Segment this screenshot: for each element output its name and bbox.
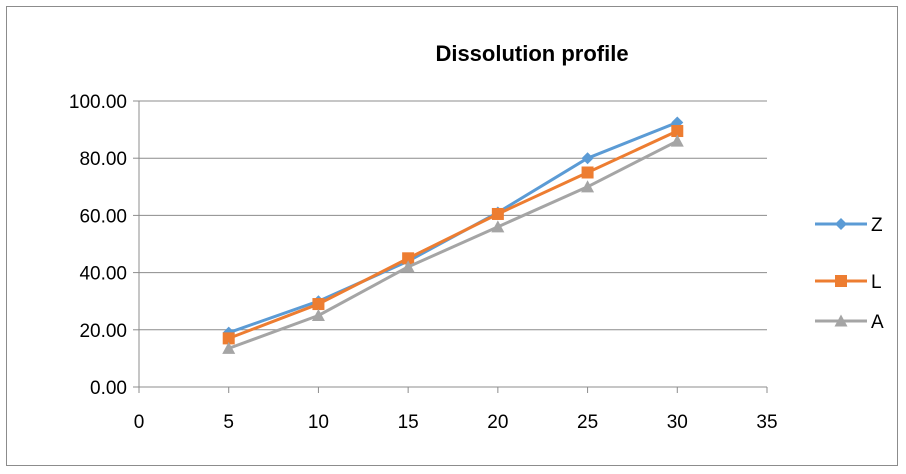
series-L bbox=[222, 125, 684, 345]
legend-entry-A: A bbox=[815, 312, 884, 333]
legend-entry-L: L bbox=[815, 272, 882, 293]
series-line-L bbox=[227, 129, 679, 340]
x-tick-label: 25 bbox=[577, 412, 598, 433]
y-tick-label: 80.00 bbox=[79, 149, 127, 170]
data-point-Z bbox=[581, 152, 594, 165]
chart-title: Dissolution profile bbox=[435, 41, 628, 66]
data-point-L bbox=[222, 332, 235, 345]
series-line-A bbox=[227, 139, 679, 350]
y-tick-label: 100.00 bbox=[69, 92, 127, 113]
x-tick-label: 10 bbox=[308, 412, 329, 433]
legend-marker-L bbox=[835, 275, 847, 287]
legend-entry-Z: Z bbox=[815, 215, 883, 236]
x-tick-label: 15 bbox=[398, 412, 419, 433]
data-point-L bbox=[402, 252, 415, 265]
y-tick-label: 40.00 bbox=[79, 264, 127, 285]
x-tick-label: 35 bbox=[756, 412, 777, 433]
data-point-A bbox=[581, 180, 595, 193]
x-tick-label: 5 bbox=[223, 412, 234, 433]
data-point-A bbox=[401, 260, 415, 273]
data-series bbox=[222, 116, 684, 354]
series-Z bbox=[222, 116, 684, 339]
series-line-Z bbox=[227, 120, 679, 335]
legend-marker-Z bbox=[835, 218, 847, 230]
axes: 0.00 20.00 40.00 60.00 80.00 100.00 0 5 10 15 20 25… bbox=[69, 92, 778, 433]
x-tick-label: 20 bbox=[487, 412, 508, 433]
data-point-A bbox=[491, 220, 505, 233]
y-tick-label: 60.00 bbox=[79, 206, 127, 227]
legend-marker-A bbox=[834, 314, 848, 327]
chart-svg: Dissolution profile 0.00 20.00 40.00 60.00 8… bbox=[69, 41, 884, 433]
x-tick-label: 0 bbox=[134, 412, 145, 433]
gridlines bbox=[139, 100, 767, 388]
y-tick-label: 20.00 bbox=[79, 321, 127, 342]
data-point-L bbox=[671, 125, 684, 138]
chart-area: Dissolution profile 0.00 20.00 40.00 60.00 8… bbox=[6, 6, 898, 466]
y-tick-label: 0.00 bbox=[90, 378, 127, 399]
legend-label-A: A bbox=[871, 312, 884, 333]
data-point-A bbox=[222, 341, 236, 354]
legend: Z LA bbox=[815, 215, 884, 333]
data-point-L bbox=[312, 298, 325, 311]
legend-label-L: L bbox=[871, 272, 882, 293]
data-point-L bbox=[491, 207, 504, 220]
data-point-A bbox=[670, 134, 684, 147]
x-tick-label: 30 bbox=[667, 412, 688, 433]
data-point-A bbox=[311, 309, 325, 322]
legend-label-Z: Z bbox=[871, 215, 883, 236]
series-A bbox=[222, 134, 684, 354]
data-point-L bbox=[581, 166, 594, 179]
